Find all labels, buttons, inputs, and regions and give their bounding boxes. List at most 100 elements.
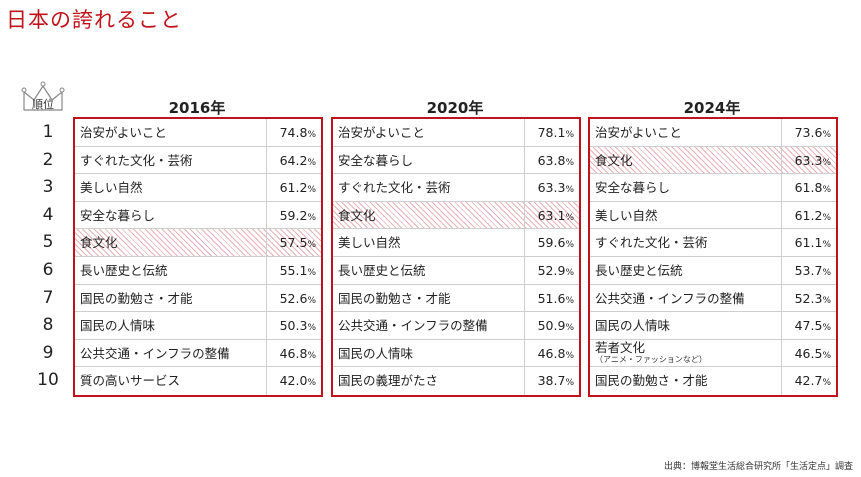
table-row: すぐれた文化・芸術 63.3%: [333, 174, 579, 202]
percentage-unit: %: [822, 323, 831, 334]
rank-number: 10: [37, 370, 59, 391]
percentage-value: 78.1: [537, 125, 566, 140]
item-percentage: 52.3%: [782, 285, 836, 312]
item-label: 食文化: [75, 229, 267, 256]
percentage-value: 42.0: [279, 373, 308, 389]
item-label: 安全な暮らし: [75, 201, 267, 229]
percentage-value: 50.9: [537, 318, 566, 334]
percentage-unit: %: [307, 157, 316, 168]
percentage-unit: %: [822, 268, 831, 278]
source-note: 出典：博報堂生活総合研究所「生活定点」調査: [663, 462, 853, 472]
percentage-value: 46.5: [794, 345, 823, 361]
item-label: すぐれた文化・芸術: [75, 146, 267, 174]
percentage-value: 64.2: [279, 152, 308, 168]
percentage-unit: %: [822, 157, 831, 168]
item-label: 長い歴史と伝統: [333, 257, 525, 284]
rank-number: 6: [42, 260, 54, 280]
percentage-unit: %: [307, 378, 316, 389]
table-row: 公共交通・インフラの整備 52.3%: [590, 284, 836, 313]
page-title: 日本の誇れること: [6, 8, 182, 32]
percentage-value: 63.1: [537, 207, 566, 223]
percentage-unit: %: [565, 240, 574, 251]
table-row: 国民の義理がたさ 38.7%: [333, 367, 579, 395]
item-percentage: 47.5%: [782, 312, 836, 339]
item-percentage: 52.9%: [525, 257, 579, 284]
percentage-unit: %: [822, 212, 831, 223]
percentage-unit: %: [565, 295, 574, 306]
percentage-unit: %: [307, 350, 316, 361]
table-row: 安全な暮らし 61.8%: [590, 174, 836, 202]
item-label: 国民の人情味: [75, 312, 267, 339]
item-percentage: 53.7%: [782, 257, 836, 284]
table-row: 美しい自然 59.6%: [333, 229, 579, 257]
item-label-sub: （アニメ・ファッションなど）: [595, 354, 707, 364]
item-label: 国民の勤勉さ・才能: [333, 284, 525, 312]
item-percentage: 61.1%: [782, 229, 836, 256]
table-row: 国民の人情味 46.8%: [333, 339, 579, 368]
percentage-value: 61.1: [794, 235, 823, 251]
table-row: すぐれた文化・芸術 61.1%: [590, 229, 836, 257]
percentage-unit: %: [565, 350, 574, 361]
table-row: 長い歴史と伝統 55.1%: [75, 257, 321, 285]
item-label: すぐれた文化・芸術: [590, 229, 782, 256]
item-percentage: 59.6%: [525, 229, 579, 256]
table-row: 長い歴史と伝統 53.7%: [590, 257, 836, 285]
item-percentage: 74.8%: [267, 119, 321, 146]
percentage-unit: %: [822, 350, 831, 361]
percentage-value: 52.9: [537, 263, 566, 278]
item-label: 安全な暮らし: [590, 174, 782, 201]
item-label-main: 若者文化: [595, 339, 646, 355]
item-label: 国民の人情味: [333, 339, 525, 367]
rank-number: 5: [42, 232, 54, 253]
item-percentage: 50.9%: [525, 312, 579, 339]
item-label: 美しい自然: [333, 229, 525, 256]
item-percentage: 51.6%: [525, 285, 579, 312]
rank-header-label: 順位: [32, 98, 54, 111]
ranking-table-0: 治安がよいこと 74.8% すぐれた文化・芸術 64.2% 美しい自然 61.2% 安全な暮…: [73, 117, 323, 397]
year-header: 2020年: [426, 99, 484, 117]
item-percentage: 46.5%: [782, 340, 836, 367]
item-label: 公共交通・インフラの整備: [590, 284, 782, 312]
ranking-table-1: 治安がよいこと 78.1% 安全な暮らし 63.8% すぐれた文化・芸術 63.3% 食文化…: [331, 117, 581, 397]
item-label: 長い歴史と伝統: [75, 257, 267, 284]
percentage-unit: %: [565, 185, 574, 196]
item-label: 公共交通・インフラの整備: [333, 312, 525, 339]
percentage-value: 63.8: [537, 152, 566, 168]
crown-icon: [21, 81, 65, 111]
table-row: 美しい自然 61.2%: [590, 201, 836, 230]
item-percentage: 63.8%: [525, 147, 579, 174]
item-percentage: 78.1%: [525, 119, 579, 146]
percentage-unit: %: [822, 378, 831, 389]
percentage-value: 55.1: [279, 263, 308, 278]
item-percentage: 50.3%: [267, 312, 321, 339]
table-row: 質の高いサービス 42.0%: [75, 367, 321, 395]
table-row: 国民の人情味 50.3%: [75, 312, 321, 340]
table-row: 公共交通・インフラの整備 46.8%: [75, 339, 321, 368]
item-label: 食文化: [333, 201, 525, 229]
item-percentage: 73.6%: [782, 119, 836, 146]
item-percentage: 63.1%: [525, 202, 579, 229]
table-row: 国民の勤勉さ・才能 51.6%: [333, 284, 579, 313]
item-percentage: 46.8%: [525, 340, 579, 367]
percentage-unit: %: [307, 130, 316, 140]
item-percentage: 61.2%: [782, 202, 836, 229]
table-row: 長い歴史と伝統 52.9%: [333, 257, 579, 285]
rank-number: 2: [42, 149, 54, 170]
percentage-unit: %: [307, 323, 316, 334]
item-percentage: 46.8%: [267, 340, 321, 367]
percentage-unit: %: [565, 212, 574, 223]
table-row: 治安がよいこと 73.6%: [590, 119, 836, 147]
table-row: 安全な暮らし 59.2%: [75, 201, 321, 230]
item-percentage: 52.6%: [267, 285, 321, 312]
percentage-unit: %: [307, 212, 316, 223]
year-header: 2016年: [168, 99, 226, 117]
percentage-value: 46.8: [279, 345, 308, 361]
percentage-value: 51.6: [537, 290, 566, 306]
table-row: 若者文化 （アニメ・ファッションなど） 46.5%: [590, 339, 836, 368]
percentage-value: 38.7: [537, 373, 566, 389]
item-percentage: 63.3%: [525, 174, 579, 201]
rank-number: 7: [42, 287, 54, 308]
table-row: 治安がよいこと 78.1%: [333, 119, 579, 147]
item-percentage: 61.2%: [267, 174, 321, 201]
percentage-value: 61.2: [794, 207, 823, 223]
